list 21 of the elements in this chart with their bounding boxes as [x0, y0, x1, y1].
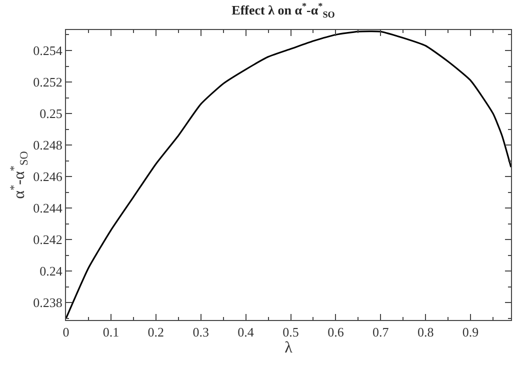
y-tick-label: 0.252 [33, 74, 62, 90]
x-tick-label: 0.8 [417, 324, 434, 340]
x-tick-label: 0.6 [328, 324, 344, 340]
x-tick-label: 0.5 [282, 324, 299, 340]
x-tick-label: 0.2 [148, 324, 164, 340]
y-tick-label: 0.248 [33, 138, 62, 153]
x-tick-label: 0.4 [238, 324, 254, 340]
y-tick-label: 0.244 [33, 200, 63, 216]
x-tick-label: 0.3 [192, 324, 209, 340]
x-tick-label: 0.1 [102, 324, 120, 340]
y-tick-label: 0.25 [40, 106, 62, 122]
x-tick-label: 0.7 [372, 324, 390, 340]
line-series [66, 30, 511, 320]
x-tick-label: 0.9 [462, 324, 479, 340]
y-tick-label: 0.24 [40, 264, 63, 279]
x-axis-title: λ [284, 340, 293, 357]
y-tick-label: 0.238 [33, 295, 62, 310]
x-tick-label: 0 [62, 324, 70, 340]
y-tick-label: 0.246 [33, 169, 63, 184]
y-tick-label: 0.254 [33, 43, 63, 58]
y-tick-label: 0.242 [33, 232, 62, 248]
